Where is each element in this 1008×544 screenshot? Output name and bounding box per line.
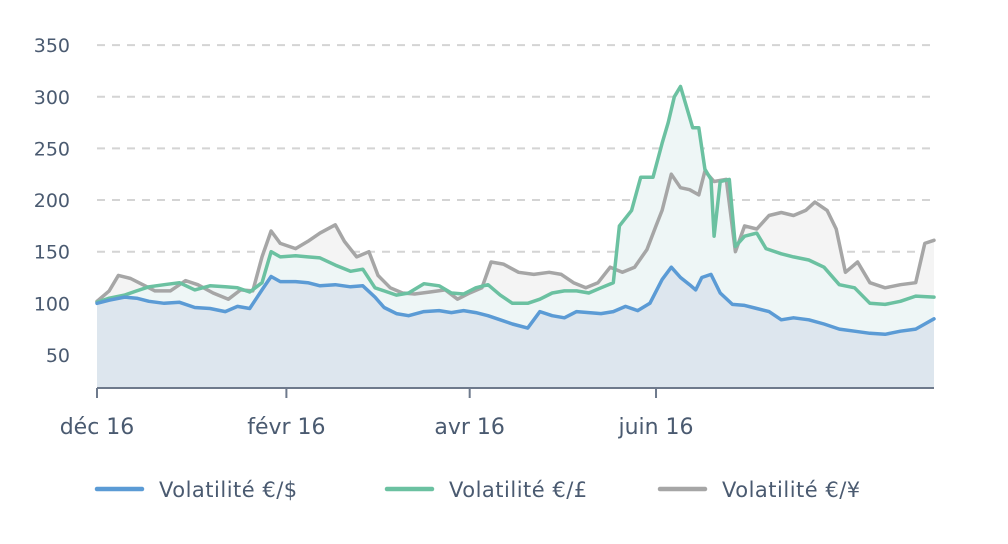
series-lines [95,84,936,337]
legend-label: Volatilité €/$ [159,478,298,502]
legend: Volatilité €/$ Volatilité €/£ Volatilité €… [94,478,861,502]
y-tick-label: 300 [34,87,70,109]
legend-item-3: Volatilité €/¥ [657,478,861,502]
legend-label: Volatilité €/£ [449,478,588,502]
legend-item-1: Volatilité €/$ [94,478,298,502]
y-tick-label: 200 [34,190,70,212]
axes: 50 100 150 200 250 300 350 déc 16 févr 16 avr 16 j… [34,35,934,440]
y-tick-label: 50 [46,345,70,367]
x-tick-label: avr 16 [434,415,505,440]
legend-item-2: Volatilité €/£ [384,478,588,502]
series-line-2 [95,84,936,307]
x-tick-label: déc 16 [60,415,135,440]
y-tick-label: 150 [34,242,70,264]
x-tick-label: févr 16 [247,415,325,440]
legend-label: Volatilité €/¥ [722,478,861,502]
y-tick-label: 100 [34,293,70,315]
area-fills [97,86,934,388]
y-tick-label: 350 [34,35,70,57]
y-tick-label: 250 [34,138,70,160]
x-tick-label: juin 16 [617,415,693,440]
series-line-1 [95,265,936,337]
